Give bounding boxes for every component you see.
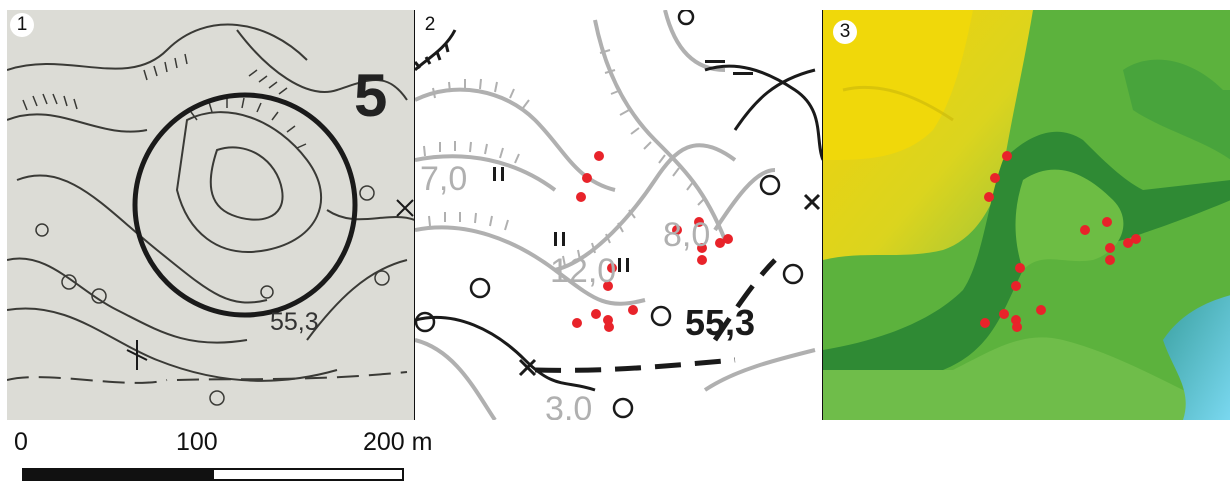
relief-map-drawing [823, 10, 1230, 420]
map-sheet-number: 5 [354, 62, 388, 129]
contour-map-drawing [415, 10, 823, 420]
scale-tick-label: 200 m [363, 428, 433, 456]
map-panel-contour: 2 7,0 12,0 8,0 3,0 55,3 [415, 10, 823, 420]
red-points [572, 151, 733, 332]
map-panel-relief: 3 [823, 10, 1230, 420]
highlight-circle [132, 92, 358, 318]
contour-label: 3,0 [545, 390, 593, 420]
panel-label: 3 [833, 20, 857, 44]
map-panel-historical: 1 5 55,3 [7, 10, 415, 420]
scale-bar-white-segment [212, 468, 404, 481]
panel-label: 1 [10, 13, 34, 37]
elevation-label: 55,3 [685, 302, 756, 343]
contour-label: 12,0 [550, 252, 617, 290]
scale-tick-label: 100 [176, 428, 218, 456]
contour-label: 8,0 [663, 216, 711, 254]
red-points [980, 151, 1141, 332]
historical-map-drawing [7, 23, 415, 406]
scale-tick-label: 0 [14, 428, 28, 456]
panel-label: 2 [418, 13, 442, 37]
contour-label: 7,0 [420, 160, 468, 198]
scale-bar-black-segment [22, 468, 214, 481]
elevation-label: 55,3 [270, 308, 319, 336]
